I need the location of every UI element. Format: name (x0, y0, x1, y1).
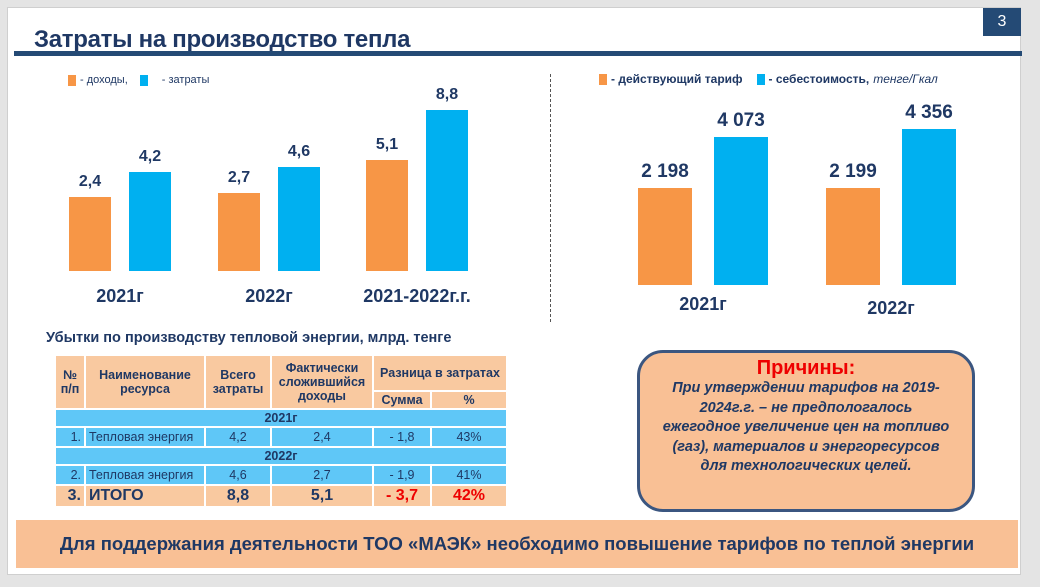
table-row: 1. Тепловая энергия 4,2 2,4 - 1,8 43% (54, 426, 508, 448)
cell-total: 4,2 (204, 426, 272, 448)
losses-table: № п/п Наименование ресурса Всего затраты… (54, 354, 508, 508)
reasons-text: При утверждении тарифов на 2019-2024г.г.… (662, 380, 950, 474)
th-name: Наименование ресурса (84, 354, 206, 410)
legend-label: - себестоимость, (768, 72, 870, 86)
cell-pct: 43% (430, 426, 508, 448)
category-label: 2021г (96, 286, 144, 306)
legend-swatch-orange (68, 74, 76, 86)
data-label: 8,8 (435, 86, 459, 104)
data-label: 5,1 (375, 136, 399, 154)
legend-swatch-blue (139, 74, 148, 86)
cell-num: 2. (54, 464, 86, 486)
bar-себестоимость (714, 137, 768, 285)
cell-pct: 41% (430, 464, 508, 486)
th-total: Всего затраты (204, 354, 272, 410)
slide: Затраты на производство тепла 3 - доходы… (7, 7, 1022, 575)
th-diff: Разница в затратах (372, 354, 508, 392)
legend-label: - действующий тариф (611, 72, 743, 86)
bar-действующий-тариф (826, 187, 880, 285)
data-label: 2 198 (641, 160, 689, 182)
data-label: 2,7 (227, 168, 251, 186)
bar-затраты (129, 172, 171, 271)
title-underline (14, 51, 1022, 56)
footer-banner: Для поддержания деятельности ТОО «МАЭК» … (16, 520, 1018, 568)
page-title: Затраты на производство тепла (34, 26, 411, 53)
table-title: Убытки по производству тепловой энергии,… (46, 330, 452, 346)
legend-label: - затраты (161, 74, 210, 86)
cell-sum: - 3,7 (372, 484, 432, 508)
bar-затраты (426, 110, 468, 271)
data-label: 4,2 (138, 148, 162, 166)
data-label: 2,4 (78, 172, 102, 190)
bar-доходы (69, 196, 111, 271)
category-label: 2021г (679, 294, 727, 314)
reasons-box: Причины: При утверждении тарифов на 2019… (637, 350, 975, 512)
th-sum: Сумма (372, 390, 432, 410)
data-label: 4 073 (717, 110, 765, 132)
data-label: 2 199 (829, 160, 877, 182)
cell-total: 8,8 (204, 484, 272, 508)
category-label: 2022г (245, 286, 293, 306)
data-label: 4 356 (905, 102, 953, 124)
total-row: 3. ИТОГО 8,8 5,1 - 3,7 42% (54, 484, 508, 508)
cell-name: ИТОГО (84, 484, 206, 508)
cell-num: 1. (54, 426, 86, 448)
reasons-title: Причины: (756, 357, 856, 379)
legend-swatch-orange (599, 73, 607, 85)
category-label: 2021-2022г.г. (363, 286, 471, 306)
category-label: 2022г (867, 298, 915, 318)
legend-unit: тенге/Гкал (873, 72, 938, 86)
page-number: 3 (983, 8, 1021, 36)
bar-доходы (366, 160, 408, 271)
chart2-legend: - действующий тариф - себестоимость, тен… (599, 72, 938, 86)
cell-actual: 2,4 (270, 426, 374, 448)
bar-доходы (218, 192, 260, 271)
chart1-legend: - доходы, - затраты (68, 74, 209, 86)
year-row: 2021г (54, 408, 508, 428)
cell-sum: - 1,9 (372, 464, 432, 486)
cell-name: Тепловая энергия (84, 426, 206, 448)
bar-действующий-тариф (638, 187, 692, 285)
cell-pct: 42% (430, 484, 508, 508)
cell-total: 4,6 (204, 464, 272, 486)
th-pct: % (430, 390, 508, 410)
cell-actual: 2,7 (270, 464, 374, 486)
legend-swatch-blue (756, 73, 765, 85)
th-actual: Фактически сложившийся доходы (270, 354, 374, 410)
th-num: № п/п (54, 354, 86, 410)
cell-num: 3. (54, 484, 86, 508)
bar-затраты (278, 166, 320, 271)
legend-label: - доходы, (80, 74, 128, 86)
cell-name: Тепловая энергия (84, 464, 206, 486)
cell-sum: - 1,8 (372, 426, 432, 448)
cell-actual: 5,1 (270, 484, 374, 508)
table-row: 2. Тепловая энергия 4,6 2,7 - 1,9 41% (54, 464, 508, 486)
data-label: 4,6 (287, 142, 311, 160)
bar-себестоимость (902, 129, 956, 285)
year-row: 2022г (54, 446, 508, 466)
divider (550, 74, 551, 322)
